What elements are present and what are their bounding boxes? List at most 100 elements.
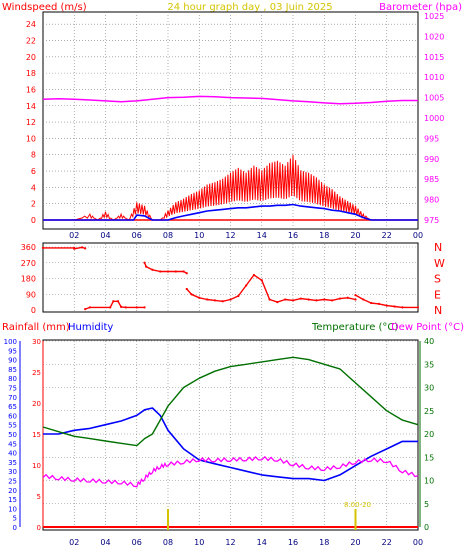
direction-point — [116, 300, 120, 303]
direction-point — [393, 305, 396, 308]
series-layer — [19, 95, 421, 530]
direction-point — [268, 298, 271, 301]
direction-point — [284, 298, 287, 301]
humidity-tick-label: 45 — [8, 440, 17, 448]
temp-tick-label: 40 — [424, 337, 434, 346]
dew-point-axis-label: Dew Point (°C) — [391, 322, 464, 333]
temp-tick-label: 30 — [424, 384, 434, 393]
baro-tick-label: 990 — [424, 155, 439, 164]
x-tick-label: 00 — [413, 231, 423, 240]
wind-tick-label: 6 — [31, 167, 36, 176]
x-tick-label: 20 — [350, 231, 360, 240]
temperature-line — [42, 356, 419, 447]
direction-point — [315, 299, 318, 302]
rain-tick-label: 5 — [37, 493, 41, 501]
dir-tick-label: 360 — [21, 243, 36, 252]
direction-point — [245, 284, 248, 287]
direction-point — [112, 300, 115, 303]
direction-point — [260, 279, 263, 282]
baro-tick-label: 1025 — [424, 12, 444, 21]
x-tick-label: 08 — [163, 231, 173, 240]
direction-point — [354, 294, 357, 297]
direction-point — [377, 302, 381, 305]
baro-tick-label: 995 — [424, 134, 439, 143]
direction-point — [182, 270, 185, 273]
direction-point — [185, 272, 188, 275]
humidity-tick-label: 10 — [8, 505, 17, 513]
temp-tick-label: 10 — [424, 477, 434, 486]
x-tick-label-lower: 20 — [350, 538, 360, 547]
humidity-tick-label: 20 — [8, 487, 17, 495]
humidity-tick-label: 35 — [8, 459, 17, 467]
direction-point — [135, 306, 138, 309]
baro-tick-label: 1005 — [424, 94, 444, 103]
direction-point — [370, 301, 373, 305]
dew-point-line — [42, 455, 419, 488]
x-tick-label: 18 — [319, 231, 329, 240]
direction-point — [41, 246, 45, 249]
direction-point — [124, 306, 127, 309]
humidity-tick-label: 0 — [13, 524, 17, 532]
x-tick-label: 06 — [132, 231, 142, 240]
x-tick-label: 12 — [225, 231, 235, 240]
dir-tick-label: 90 — [26, 290, 36, 299]
wind-tick-label: 18 — [26, 69, 36, 78]
direction-point — [73, 247, 76, 250]
x-tick-label: 10 — [194, 231, 204, 240]
direction-point — [291, 299, 295, 302]
humidity-tick-label: 90 — [8, 357, 17, 365]
direction-point — [84, 308, 87, 311]
dir-tick-label: 180 — [21, 275, 36, 284]
direction-point — [237, 294, 240, 298]
direction-point — [159, 270, 162, 273]
wind-tick-label: 10 — [26, 134, 36, 143]
wind-tick-label: 4 — [31, 183, 36, 192]
baro-tick-label: 1000 — [424, 114, 444, 123]
wind-tick-label: 8 — [31, 151, 36, 160]
humidity-tick-label: 50 — [8, 431, 17, 439]
x-tick-label: 22 — [382, 231, 392, 240]
x-tick-label: 02 — [69, 231, 79, 240]
direction-point — [229, 298, 232, 301]
baro-tick-label: 1015 — [424, 53, 444, 62]
direction-point — [88, 306, 91, 309]
dir-compass-label: E — [434, 288, 441, 301]
x-tick-label: 16 — [288, 231, 298, 240]
direction-point — [252, 273, 256, 277]
direction-point — [185, 287, 188, 291]
temp-tick-label: 20 — [424, 430, 434, 439]
temp-tick-label: 35 — [424, 360, 434, 369]
direction-point — [416, 306, 420, 309]
x-tick-label: 14 — [257, 231, 267, 240]
direction-point — [205, 298, 209, 301]
x-tick-label-lower: 12 — [225, 538, 235, 547]
humidity-tick-label: 55 — [8, 422, 17, 430]
grid-layer — [43, 12, 418, 530]
direction-point — [346, 296, 349, 299]
humidity-axis-label: Humidity — [68, 322, 113, 333]
tick-layer: 0246810121416182022249759809859909951000… — [4, 12, 445, 547]
x-tick-label-lower: 04 — [100, 538, 110, 547]
direction-point — [221, 300, 224, 303]
rain-tick-label: 20 — [32, 400, 41, 408]
wind-tick-label: 14 — [26, 102, 36, 111]
x-tick-label-lower: 00 — [413, 538, 423, 547]
humidity-tick-label: 100 — [4, 338, 17, 346]
x-tick-label-lower: 14 — [257, 538, 267, 547]
direction-point — [120, 305, 123, 308]
wind-tick-label: 20 — [26, 53, 36, 62]
humidity-tick-label: 15 — [8, 496, 17, 504]
x-tick-label-lower: 10 — [194, 538, 204, 547]
humidity-tick-label: 5 — [13, 515, 17, 523]
direction-point — [338, 297, 341, 300]
direction-point — [213, 299, 216, 302]
rainfall-axis-label: Rainfall (mm) — [2, 322, 70, 333]
x-tick-label-lower: 16 — [288, 538, 298, 547]
wind-tick-label: 0 — [31, 216, 36, 225]
direction-point — [330, 299, 334, 302]
wind-tick-label: 22 — [26, 36, 36, 45]
x-tick-label-lower: 18 — [319, 538, 329, 547]
barometer-line — [42, 95, 418, 105]
